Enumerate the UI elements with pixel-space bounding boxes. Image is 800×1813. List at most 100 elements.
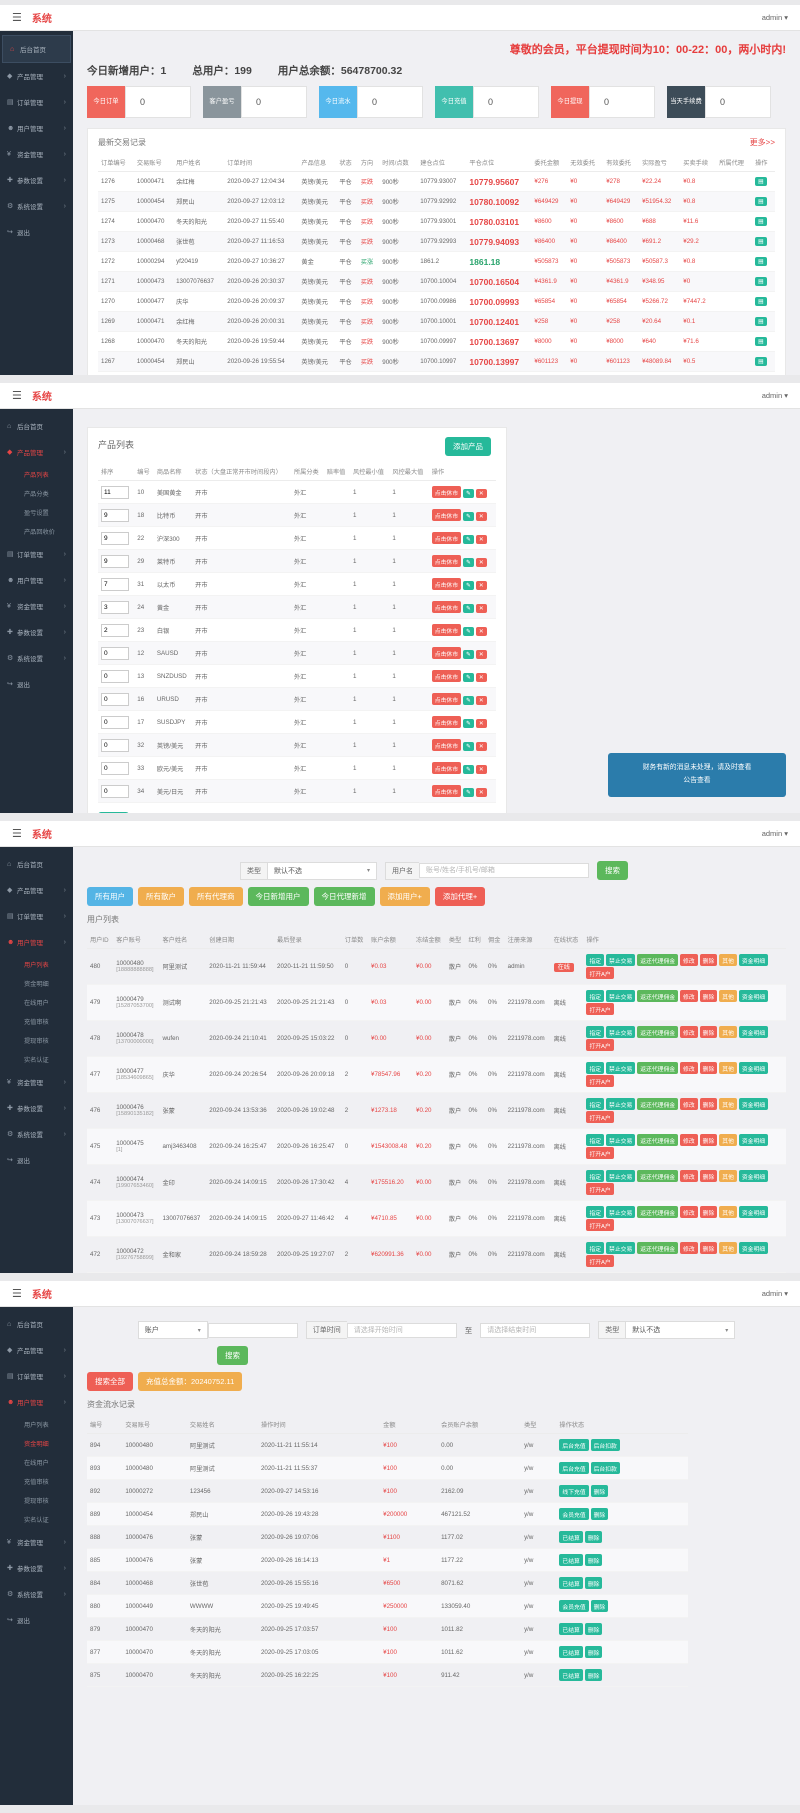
action-button[interactable]: 打开A户	[586, 1003, 614, 1015]
sidebar-item-用户管理[interactable]: ☻ 用户管理 ›	[0, 115, 73, 141]
action-button[interactable]: 删除	[584, 1623, 603, 1635]
action-button[interactable]: 删除	[584, 1669, 603, 1681]
quick-button[interactable]: 今日新增用户	[247, 887, 309, 906]
action-button[interactable]: 指定	[586, 1206, 605, 1218]
sidebar-subitem-实名认证[interactable]: 实名认证	[24, 1517, 49, 1524]
sidebar-subitem-提现审核[interactable]: 提现审核	[24, 1038, 49, 1045]
action-button[interactable]: ✕	[475, 719, 487, 728]
sidebar-subitem-产品列表[interactable]: 产品列表	[24, 472, 49, 479]
action-button[interactable]: 指定	[586, 1242, 605, 1254]
sort-input[interactable]	[101, 508, 129, 522]
quick-button[interactable]: 今日代理新增	[313, 887, 375, 906]
sidebar-item-资金管理[interactable]: ¥ 资金管理 ›	[0, 141, 73, 167]
sidebar-item-参数设置[interactable]: ✚ 参数设置 ›	[0, 1555, 73, 1581]
action-button[interactable]: 其他	[719, 990, 737, 1002]
action-button[interactable]: 返还代理佣金	[637, 1134, 679, 1146]
action-button[interactable]: 修改	[680, 1134, 698, 1146]
action-button[interactable]: ✕	[475, 788, 487, 797]
action-button[interactable]: 资金明细	[738, 1206, 769, 1218]
action-button[interactable]: 点击休市	[431, 624, 461, 636]
sort-input[interactable]	[101, 784, 129, 798]
action-button[interactable]: 资金明细	[738, 990, 769, 1002]
action-button[interactable]: ✕	[475, 742, 487, 751]
quick-button[interactable]: 添加用户+	[379, 887, 430, 906]
action-button[interactable]: 删除	[699, 1134, 718, 1146]
action-button[interactable]: 指定	[586, 1170, 605, 1182]
admin-menu[interactable]: admin ▾	[761, 829, 788, 838]
action-button[interactable]: 返还代理佣金	[637, 990, 679, 1002]
action-button[interactable]: 删除	[699, 1062, 718, 1074]
action-button[interactable]: 资金明细	[738, 1242, 769, 1254]
end-time-input[interactable]	[480, 1322, 591, 1338]
submit-sort-button[interactable]: 提交	[98, 812, 129, 813]
action-button[interactable]: 已结算	[559, 1554, 583, 1566]
action-button[interactable]: ▤	[755, 177, 767, 186]
action-button[interactable]: 删除	[584, 1646, 603, 1658]
sort-input[interactable]	[101, 531, 129, 545]
action-button[interactable]: 禁止交易	[606, 990, 636, 1002]
sidebar-subitem-充值审核[interactable]: 充值审核	[24, 1479, 49, 1486]
action-button[interactable]: ✕	[475, 489, 487, 498]
action-button[interactable]: 已结算	[559, 1623, 583, 1635]
action-button[interactable]: ✕	[475, 558, 487, 567]
sidebar-item-退出[interactable]: ↪ 退出	[0, 219, 73, 245]
action-button[interactable]: 后台充值	[559, 1462, 589, 1474]
action-button[interactable]: 点击休市	[431, 647, 461, 659]
action-button[interactable]: 其他	[719, 1206, 737, 1218]
action-button[interactable]: 删除	[590, 1485, 609, 1497]
sidebar-subitem-在线用户[interactable]: 在线用户	[24, 1000, 49, 1007]
action-button[interactable]: 资金明细	[738, 1134, 769, 1146]
action-button[interactable]: 会员充值	[559, 1600, 589, 1612]
sidebar-subitem-充值审核[interactable]: 充值审核	[24, 1019, 49, 1026]
hamburger-icon[interactable]: ☰	[12, 12, 22, 24]
action-button[interactable]: ✎	[463, 604, 474, 613]
sidebar-subitem-资金明细[interactable]: 资金明细	[24, 1441, 49, 1448]
action-button[interactable]: ▤	[755, 217, 767, 226]
sidebar-item-参数设置[interactable]: ✚ 参数设置 ›	[0, 167, 73, 193]
action-button[interactable]: 点击休市	[431, 762, 461, 774]
action-button[interactable]: 禁止交易	[606, 1098, 636, 1110]
action-button[interactable]: ✎	[463, 788, 474, 797]
sidebar-item-产品管理[interactable]: ◆ 产品管理 ›	[0, 1337, 73, 1363]
sidebar-item-订单管理[interactable]: ▤ 订单管理 ›	[0, 89, 73, 115]
sidebar-item-系统设置[interactable]: ⚙ 系统设置 ›	[0, 1121, 73, 1147]
sort-input[interactable]	[101, 623, 129, 637]
sort-input[interactable]	[101, 600, 129, 614]
action-button[interactable]: 点击休市	[431, 716, 461, 728]
action-button[interactable]: 会员充值	[559, 1508, 589, 1520]
search-button[interactable]: 搜索	[597, 861, 628, 880]
quick-button[interactable]: 所有散户	[138, 887, 184, 906]
sort-input[interactable]	[101, 715, 129, 729]
sidebar-item-产品管理[interactable]: ◆ 产品管理 ›	[0, 439, 73, 465]
action-button[interactable]: 点击休市	[431, 785, 461, 797]
action-button[interactable]: 已结算	[559, 1646, 583, 1658]
action-button[interactable]: ✕	[475, 765, 487, 774]
action-button[interactable]: 删除	[590, 1508, 609, 1520]
action-button[interactable]: ▤	[755, 237, 767, 246]
action-button[interactable]: ✕	[475, 627, 487, 636]
action-button[interactable]: 删除	[584, 1577, 603, 1589]
action-button[interactable]: 修改	[680, 1170, 698, 1182]
sort-input[interactable]	[101, 738, 129, 752]
action-button[interactable]: 其他	[719, 1098, 737, 1110]
action-button[interactable]: 打开A户	[586, 1039, 614, 1051]
action-button[interactable]: 指定	[586, 954, 605, 966]
sort-input[interactable]	[101, 485, 129, 499]
sidebar-item-用户管理[interactable]: ☻ 用户管理 ›	[0, 929, 73, 955]
action-button[interactable]: 返还代理佣金	[637, 1206, 679, 1218]
hamburger-icon[interactable]: ☰	[12, 390, 22, 402]
sidebar-item-后台首页[interactable]: ⌂ 后台首页	[2, 35, 71, 63]
notification-toast[interactable]: 财务有新的消息未处理，请及时查看 公告查看	[608, 753, 786, 797]
action-button[interactable]: 返还代理佣金	[637, 1062, 679, 1074]
sidebar-item-产品管理[interactable]: ◆ 产品管理 ›	[0, 877, 73, 903]
action-button[interactable]: 点击休市	[431, 486, 461, 498]
action-button[interactable]: 指定	[586, 1134, 605, 1146]
action-button[interactable]: ✎	[463, 581, 474, 590]
hamburger-icon[interactable]: ☰	[12, 828, 22, 840]
action-button[interactable]: 修改	[680, 1242, 698, 1254]
action-button[interactable]: ▤	[755, 277, 767, 286]
action-button[interactable]: 点击休市	[431, 670, 461, 682]
sort-input[interactable]	[101, 669, 129, 683]
action-button[interactable]: 点击休市	[431, 601, 461, 613]
action-button[interactable]: ✎	[463, 627, 474, 636]
